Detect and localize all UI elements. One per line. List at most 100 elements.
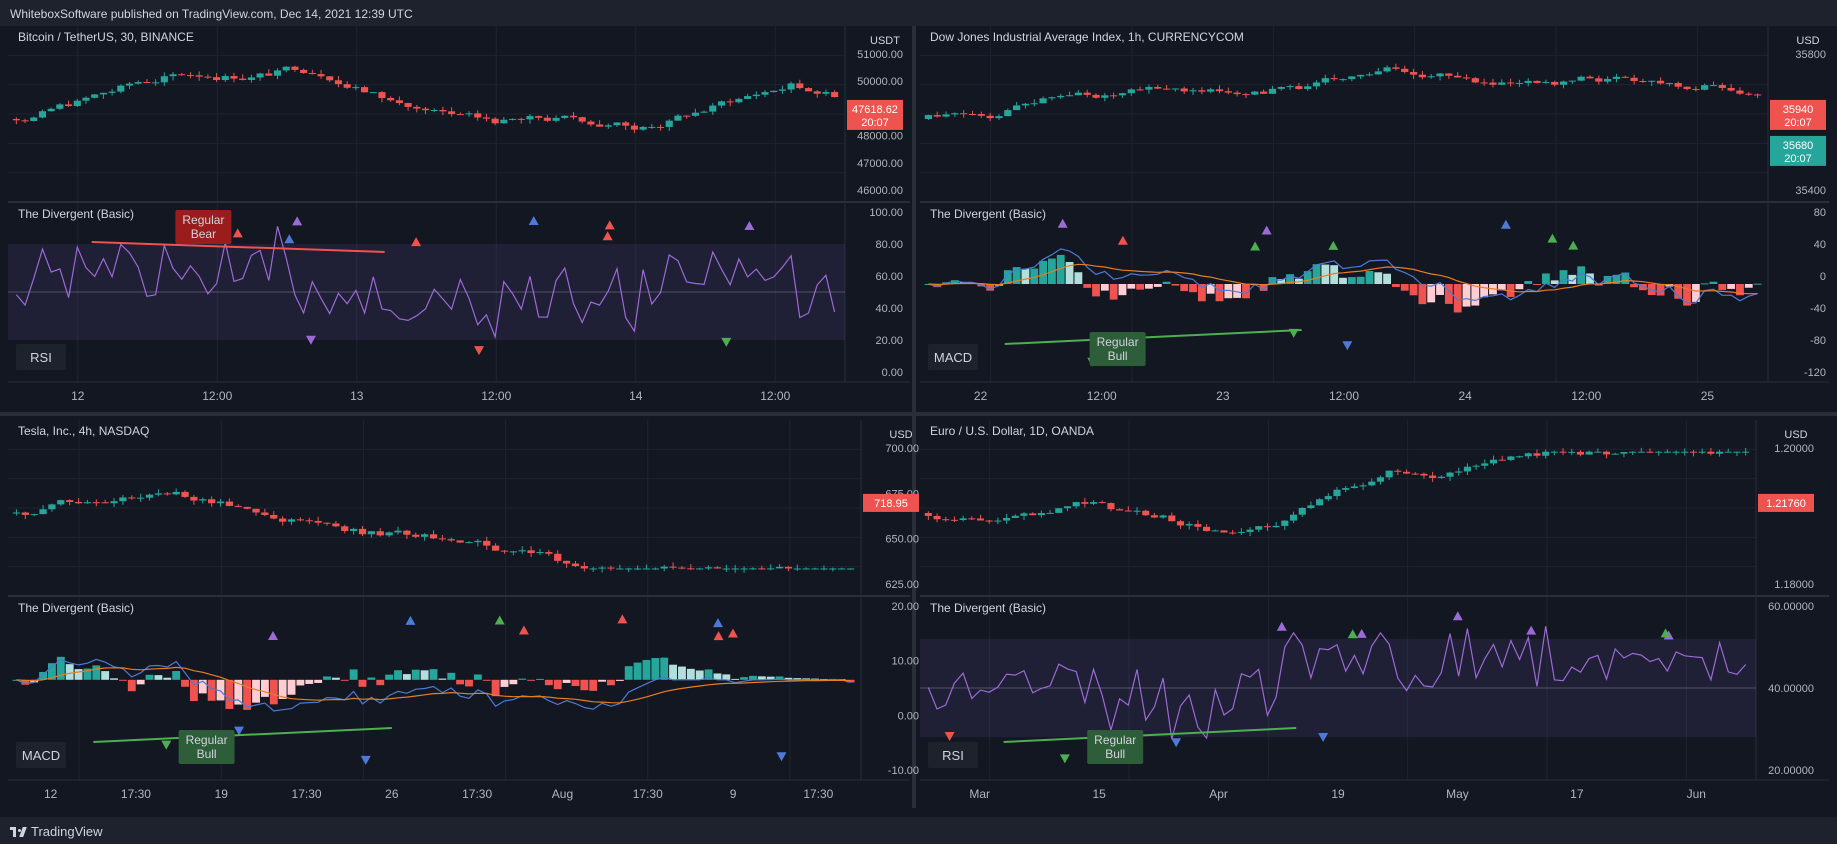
divergence-marker-icon <box>712 618 723 628</box>
macd-histogram-bar <box>420 670 429 680</box>
macd-histogram-bar <box>56 656 65 680</box>
macd-histogram-bar <box>1312 264 1321 284</box>
divergence-label-line2: Bull <box>197 747 217 761</box>
macd-histogram-bar <box>92 665 101 680</box>
divergence-marker-icon <box>1342 341 1353 351</box>
macd-histogram-bar <box>1736 284 1744 296</box>
candle-body <box>813 91 821 94</box>
macd-histogram-bar <box>465 679 473 687</box>
candle-body <box>204 76 212 78</box>
time-axis-tick: 9 <box>730 787 737 801</box>
macd-histogram-bar <box>784 677 793 680</box>
symbol-title: Bitcoin / TetherUS, 30, BINANCE <box>18 30 194 44</box>
macd-histogram-bar <box>189 679 198 701</box>
macd-histogram-bar <box>456 679 465 685</box>
candle-body <box>1542 81 1550 83</box>
candle-body <box>752 94 760 97</box>
time-axis-tick: 24 <box>1458 389 1472 403</box>
candle-body <box>726 101 734 103</box>
divergence-marker-icon <box>528 216 539 226</box>
macd-histogram-bar <box>536 678 544 680</box>
candle-body <box>1656 80 1665 84</box>
candle-body <box>30 117 38 122</box>
divergence-line <box>1004 329 1302 345</box>
macd-histogram-bar <box>1383 273 1392 284</box>
tradingview-logo-icon <box>10 826 27 837</box>
candle-body <box>1013 105 1021 111</box>
last-price-tag <box>863 493 919 512</box>
divergence-marker-icon <box>1526 625 1537 635</box>
candle-body <box>1445 73 1453 76</box>
time-axis-tick: 23 <box>1216 389 1230 403</box>
candle-body <box>775 566 784 569</box>
candle-body <box>831 92 839 98</box>
divergence-marker-icon <box>292 216 303 226</box>
indicator-axis-tick: -10.00 <box>888 765 919 777</box>
macd-histogram-bar <box>950 280 959 284</box>
candle-body <box>1736 90 1744 94</box>
macd-histogram-bar <box>1347 277 1356 284</box>
candle-body <box>199 499 207 501</box>
candle-body <box>305 520 313 522</box>
candle-body <box>1162 88 1171 90</box>
macd-histogram-bar <box>749 675 757 680</box>
macd-histogram-bar <box>713 673 722 680</box>
macd-histogram-bar <box>1524 281 1533 284</box>
candle-body <box>101 502 109 504</box>
macd-histogram-bar <box>1365 271 1374 284</box>
candle-body <box>352 87 360 89</box>
macd-histogram-bar <box>349 669 358 680</box>
candle-body <box>713 567 722 569</box>
candle-body <box>536 552 544 554</box>
candle-body <box>291 66 299 70</box>
candle-body <box>1533 453 1541 456</box>
candle-body <box>700 111 708 113</box>
macd-histogram-bar <box>766 676 775 680</box>
candle-body <box>1648 80 1656 82</box>
candle-body <box>1189 90 1197 92</box>
macd-histogram-bar <box>74 669 83 680</box>
macd-histogram-bar <box>1603 275 1612 284</box>
divergence-line <box>91 241 385 253</box>
candle-body <box>554 553 562 561</box>
tradingview-logo[interactable]: TradingView <box>10 824 103 839</box>
indicator-axis-tick: 60.00 <box>875 271 903 283</box>
candle-body <box>1150 515 1158 518</box>
candle-body <box>1753 94 1762 96</box>
candle-body <box>1268 88 1277 94</box>
time-axis-tick: 17 <box>1570 787 1584 801</box>
macd-histogram-bar <box>260 679 269 697</box>
price-axis-tick: 48000.00 <box>857 131 903 143</box>
candle-body <box>1637 451 1645 453</box>
macd-histogram-bar <box>402 674 411 680</box>
candle-body <box>820 568 828 570</box>
macd-histogram-bar <box>1418 284 1427 305</box>
candle-body <box>21 512 29 515</box>
divergence-marker-icon <box>232 228 243 238</box>
candle-body <box>491 118 499 124</box>
candle-body <box>1630 77 1638 81</box>
divergence-line <box>93 727 392 743</box>
candle-body <box>448 111 456 115</box>
candle-body <box>1577 76 1585 81</box>
divergence-marker-icon <box>494 615 505 625</box>
signal-line <box>928 263 1758 295</box>
candle-body <box>447 539 455 541</box>
macd-histogram-bar <box>571 679 580 687</box>
macd-histogram-bar <box>624 666 633 680</box>
candle-body <box>986 115 994 119</box>
candle-body <box>474 113 482 118</box>
candle-body <box>1030 103 1038 105</box>
candle-body <box>225 501 234 506</box>
candle-body <box>622 122 630 126</box>
candle-body <box>270 514 278 519</box>
candle-body <box>651 568 659 570</box>
candle-body <box>1098 502 1106 504</box>
candle-body <box>265 73 273 76</box>
candle-body <box>1237 531 1245 533</box>
candle-body <box>968 518 976 520</box>
macd-histogram-bar <box>1506 284 1515 297</box>
candle-body <box>190 496 198 501</box>
candle-body <box>1498 459 1506 461</box>
